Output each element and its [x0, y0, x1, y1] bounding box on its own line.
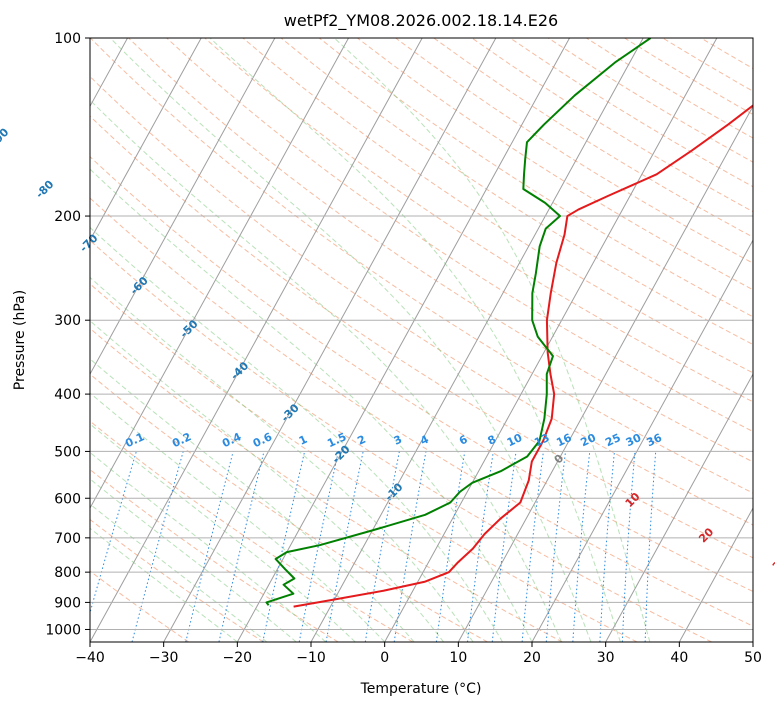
isotherm-line — [384, 38, 718, 642]
y-tick-label: 1000 — [45, 622, 81, 638]
moist-adiabat-line — [90, 320, 444, 642]
moist-adiabat-line — [90, 168, 533, 642]
dry-adiabat-line — [90, 38, 753, 494]
dry-adiabat-line — [90, 156, 753, 593]
plot-frame — [89, 37, 754, 643]
moist-adiabat-line — [90, 527, 238, 642]
x-tick-label: −40 — [75, 650, 105, 666]
y-tick-label: 500 — [54, 444, 81, 460]
dry-adiabat-line — [90, 75, 753, 526]
pressure-gridlines — [90, 38, 753, 630]
y-tick-label: 100 — [54, 31, 81, 47]
y-tick-label: 300 — [54, 313, 81, 329]
isotherm-line — [90, 38, 276, 376]
mixing-ratio-line — [545, 451, 567, 642]
x-axis-label: Temperature (°C) — [360, 681, 482, 697]
isotherm-line — [90, 38, 349, 510]
moist-adiabat-line — [90, 392, 386, 642]
mixing-ratio-label: 13 — [532, 431, 551, 449]
dry-adiabat-line — [90, 283, 638, 642]
mixing-ratio-line — [467, 451, 494, 642]
y-tick-label: 700 — [54, 531, 81, 547]
dry-adiabat-line — [280, 38, 753, 346]
y-tick-label: 800 — [54, 565, 81, 581]
y-tick-label: 400 — [54, 387, 81, 403]
dry-adiabat-line — [318, 38, 753, 318]
isotherm-line — [90, 38, 202, 242]
mixing-ratio-label: 10 — [505, 431, 525, 449]
x-tick-label: 10 — [449, 650, 467, 666]
x-tick-label: 50 — [744, 650, 762, 666]
y-tick-label: 900 — [54, 595, 81, 611]
mixing-ratio-line — [218, 451, 265, 642]
moist-adiabat-line — [333, 38, 651, 642]
temperature-profile-line — [293, 104, 753, 608]
dry-adiabat-line — [90, 115, 753, 559]
moist-adiabat-line — [90, 423, 356, 642]
dry-adiabat-line — [204, 38, 753, 403]
x-tick-label: 0 — [380, 650, 389, 666]
mixing-ratio-label: 20 — [579, 431, 599, 449]
x-axis-ticks: −40 −30 −20 −10 0 10 20 30 40 50 — [75, 642, 762, 666]
moist-adiabat-line — [90, 503, 268, 642]
dewpoint-profile-line — [265, 38, 652, 606]
isotherm-line — [163, 38, 497, 642]
mixing-ratio-label: 25 — [603, 431, 622, 449]
y-axis-ticks: 100 200 300 400 500 600 700 800 900 1000 — [45, 31, 90, 638]
x-tick-label: 40 — [670, 650, 688, 666]
dry-adiabat-line — [90, 518, 264, 642]
mixing-ratio-line — [521, 451, 544, 642]
mixing-ratio-line — [90, 451, 137, 615]
isotherm-line — [531, 239, 753, 642]
isotherm-line — [236, 38, 570, 642]
mixing-ratio-line — [491, 451, 517, 642]
dry-adiabat-line — [242, 38, 753, 374]
dry-adiabat-line — [90, 239, 712, 642]
mixing-ratio-line — [185, 451, 234, 642]
y-tick-label: 200 — [54, 209, 81, 225]
skew-isotherms — [90, 38, 753, 642]
isotherm-line — [678, 507, 753, 642]
x-tick-label: −20 — [223, 650, 253, 666]
dry-adiabat-line — [90, 570, 190, 642]
x-tick-label: 20 — [523, 650, 541, 666]
dry-adiabat-line — [90, 197, 753, 627]
isotherm-line — [310, 38, 644, 642]
mixing-ratio-label: 16 — [554, 431, 574, 449]
moist-adiabat-line — [209, 38, 621, 642]
plot-area — [90, 38, 753, 642]
isotherm-line — [90, 38, 423, 642]
isotherm-line — [605, 373, 753, 642]
isotherm-label: -90 — [0, 125, 12, 148]
mixing-ratio-line — [393, 451, 427, 642]
dry-adiabat-line — [90, 373, 488, 642]
moist-adiabat-line — [90, 226, 503, 642]
isotherm-line — [457, 105, 753, 642]
moist-adiabat-line — [90, 276, 474, 642]
y-axis-label: Pressure (hPa) — [12, 290, 28, 390]
moist-adiabat-line — [90, 478, 297, 642]
y-tick-label: 600 — [54, 491, 81, 507]
profile-series — [265, 38, 753, 608]
dry-adiabats — [90, 38, 753, 642]
dry-adiabat-line — [90, 468, 339, 642]
x-tick-label: −10 — [296, 650, 326, 666]
x-tick-label: 30 — [597, 650, 615, 666]
x-tick-label: −30 — [149, 650, 179, 666]
wet-isotherm-label: 30 — [770, 553, 775, 573]
chart-title: wetPf2_YM08.2026.002.18.14.E26 — [284, 11, 558, 31]
mixing-ratio-line — [131, 451, 184, 642]
dry-adiabat-line — [128, 38, 753, 463]
mixing-ratio-label: 30 — [624, 431, 644, 449]
mixing-ratio-label: 36 — [645, 431, 665, 449]
